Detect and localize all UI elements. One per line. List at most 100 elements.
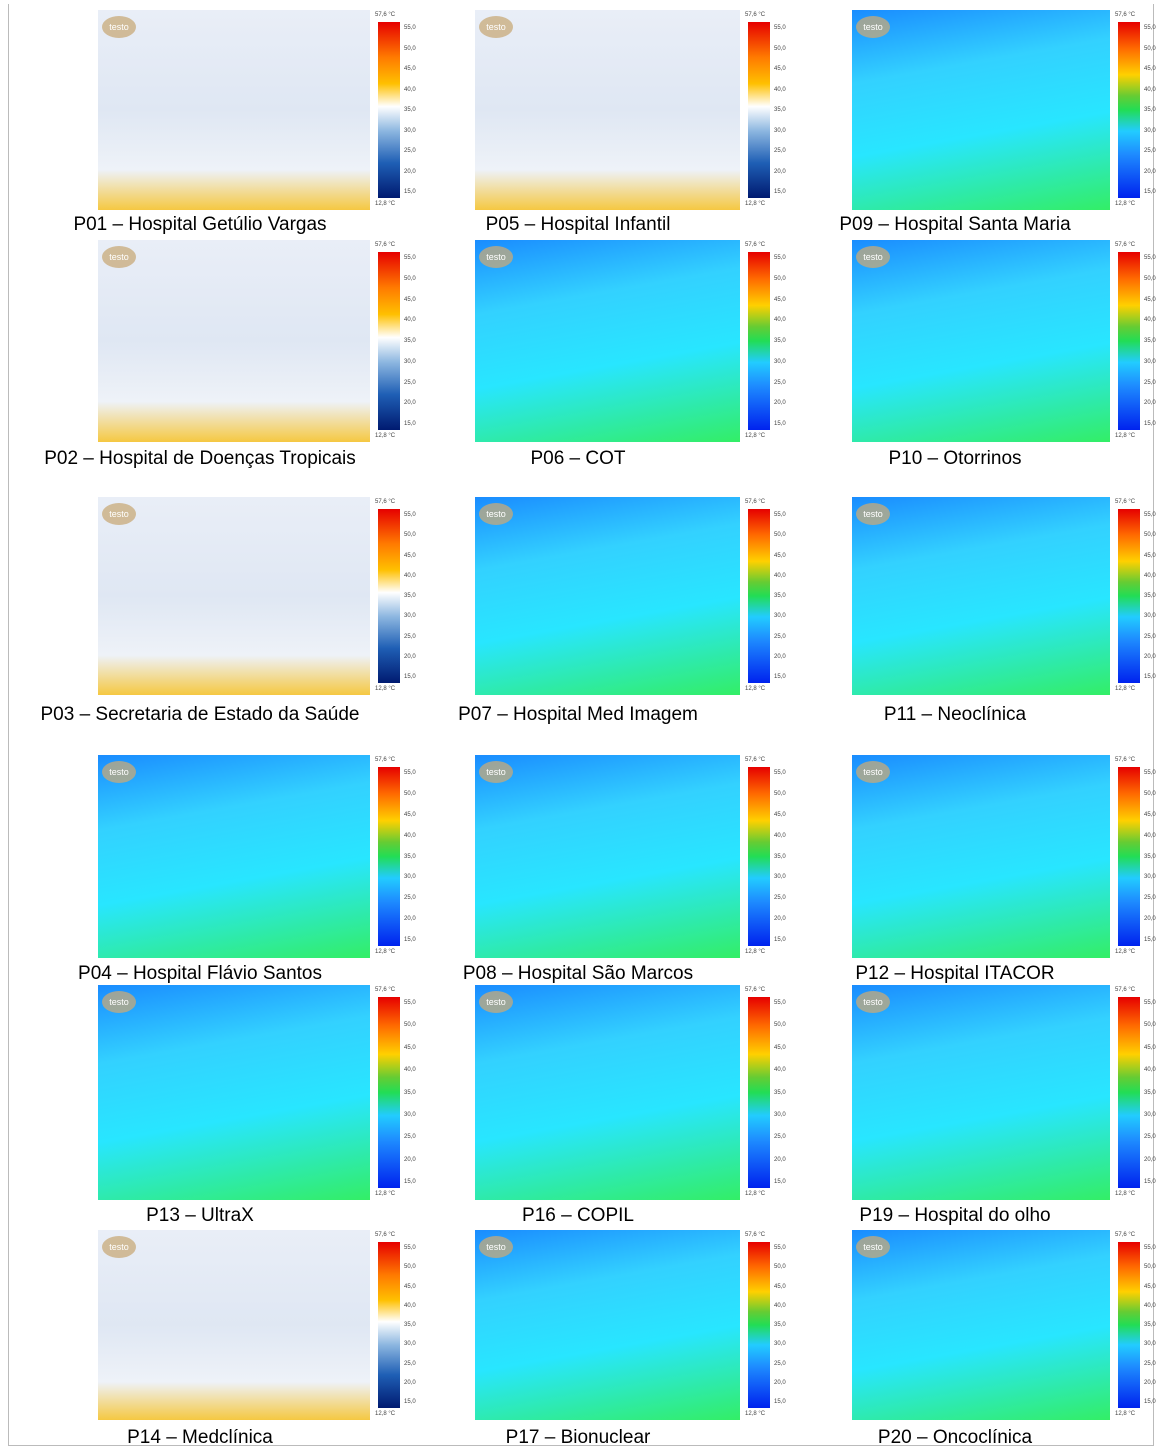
scale-tick: 25,0	[1144, 1134, 1156, 1141]
scale-tick: 20,0	[404, 653, 416, 660]
scale-tick: 25,0	[404, 379, 416, 386]
scale-tick: 45,0	[774, 1283, 786, 1290]
scale-tick: 15,0	[774, 937, 786, 943]
scale-max: 57,6 °C	[1115, 242, 1136, 248]
color-scale	[748, 252, 770, 430]
logo: testo	[479, 16, 513, 38]
caption: P17 – Bionuclear	[505, 1427, 651, 1448]
scale-min: 12,8 °C	[1115, 1191, 1136, 1197]
scale-min: 12,8 °C	[1115, 433, 1136, 439]
scale-tick: 25,0	[404, 895, 416, 902]
scale-tick: 25,0	[1144, 148, 1156, 154]
scale-tick: 35,0	[774, 593, 786, 599]
thermal-image: testo	[475, 755, 740, 958]
scale-max: 57,6 °C	[745, 757, 766, 763]
scale-tick: 35,0	[1144, 853, 1156, 860]
scale-min: 12,8 °C	[1115, 1411, 1136, 1417]
scale-min: 12,8 °C	[375, 1191, 396, 1197]
thermal-image: testo	[475, 10, 740, 210]
scale-tick: 25,0	[404, 1134, 416, 1141]
scale-tick: 55,0	[774, 770, 786, 776]
scale-tick: 30,0	[1144, 613, 1156, 620]
color-scale	[748, 997, 770, 1188]
caption: P10 – Otorrinos	[888, 448, 1022, 469]
scale-tick: 50,0	[404, 790, 416, 797]
scale-tick: 30,0	[774, 127, 786, 134]
scale-tick: 35,0	[774, 107, 786, 113]
scale-tick: 30,0	[774, 874, 786, 881]
scale-tick: 15,0	[774, 421, 786, 427]
logo: testo	[856, 246, 890, 268]
thermal-image: testo	[852, 755, 1110, 958]
caption: P11 – Neoclínica	[883, 704, 1027, 725]
scale-tick: 35,0	[404, 107, 416, 113]
scale-min: 12,8 °C	[745, 201, 766, 207]
logo: testo	[102, 16, 136, 38]
color-scale	[1118, 509, 1140, 683]
caption: P08 – Hospital São Marcos	[462, 963, 694, 984]
logo: testo	[856, 1236, 890, 1258]
logo: testo	[856, 16, 890, 38]
scale-tick: 50,0	[1144, 532, 1156, 539]
scale-min: 12,8 °C	[745, 1191, 766, 1197]
scale-tick: 20,0	[774, 916, 786, 923]
thermal-image: testo	[852, 240, 1110, 442]
scale-max: 57,6 °C	[1115, 499, 1136, 505]
scale-tick: 40,0	[774, 1302, 786, 1309]
scale-max: 57,6 °C	[745, 1232, 766, 1238]
scale-tick: 15,0	[774, 189, 786, 195]
scale-tick: 40,0	[1144, 572, 1156, 579]
scale-tick: 30,0	[404, 127, 416, 134]
color-scale	[1118, 22, 1140, 198]
color-scale	[748, 509, 770, 683]
scale-tick: 45,0	[1144, 552, 1156, 559]
color-scale	[378, 767, 400, 946]
caption: P03 – Secretaria de Estado da Saúde	[40, 704, 360, 725]
scale-tick: 45,0	[404, 811, 416, 818]
scale-tick: 20,0	[1144, 653, 1156, 660]
scale-tick: 50,0	[404, 275, 416, 282]
scale-max: 57,6 °C	[1115, 12, 1136, 18]
scale-tick: 20,0	[1144, 1379, 1156, 1386]
scale-tick: 20,0	[1144, 400, 1156, 407]
scale-tick: 20,0	[774, 400, 786, 407]
scale-tick: 25,0	[774, 148, 786, 154]
color-scale	[1118, 252, 1140, 430]
caption: P19 – Hospital do olho	[859, 1205, 1051, 1226]
scale-tick: 40,0	[1144, 86, 1156, 93]
scale-tick: 35,0	[404, 593, 416, 599]
scale-min: 12,8 °C	[745, 949, 766, 955]
scale-min: 12,8 °C	[745, 1411, 766, 1417]
scale-max: 57,6 °C	[745, 242, 766, 248]
scale-tick: 35,0	[774, 338, 786, 344]
scale-tick: 30,0	[404, 1111, 416, 1118]
scale-max: 57,6 °C	[745, 987, 766, 993]
scale-tick: 30,0	[404, 874, 416, 881]
scale-tick: 50,0	[774, 275, 786, 282]
scale-tick: 50,0	[1144, 1022, 1156, 1029]
scale-tick: 35,0	[774, 853, 786, 860]
caption: P12 – Hospital ITACOR	[855, 963, 1055, 984]
scale-tick: 20,0	[774, 1379, 786, 1386]
caption: P02 – Hospital de Doenças Tropicais	[44, 448, 356, 469]
scale-tick: 45,0	[1144, 66, 1156, 72]
scale-tick: 50,0	[1144, 1264, 1156, 1271]
scale-tick: 40,0	[774, 572, 786, 579]
scale-tick: 55,0	[404, 512, 416, 518]
thermal-image: testo	[98, 240, 370, 442]
scale-tick: 40,0	[774, 832, 786, 839]
scale-tick: 15,0	[1144, 1399, 1156, 1405]
scale-tick: 20,0	[774, 168, 786, 175]
logo: testo	[479, 1236, 513, 1258]
scale-tick: 15,0	[1144, 937, 1156, 943]
scale-tick: 45,0	[404, 66, 416, 72]
scale-tick: 15,0	[404, 1399, 416, 1405]
scale-tick: 35,0	[404, 338, 416, 344]
scale-tick: 55,0	[774, 1245, 786, 1251]
scale-tick: 30,0	[774, 613, 786, 620]
scale-tick: 35,0	[1144, 338, 1156, 344]
scale-tick: 15,0	[1144, 189, 1156, 195]
scale-tick: 25,0	[404, 148, 416, 154]
caption: P06 – COT	[530, 448, 626, 469]
scale-min: 12,8 °C	[1115, 201, 1136, 207]
